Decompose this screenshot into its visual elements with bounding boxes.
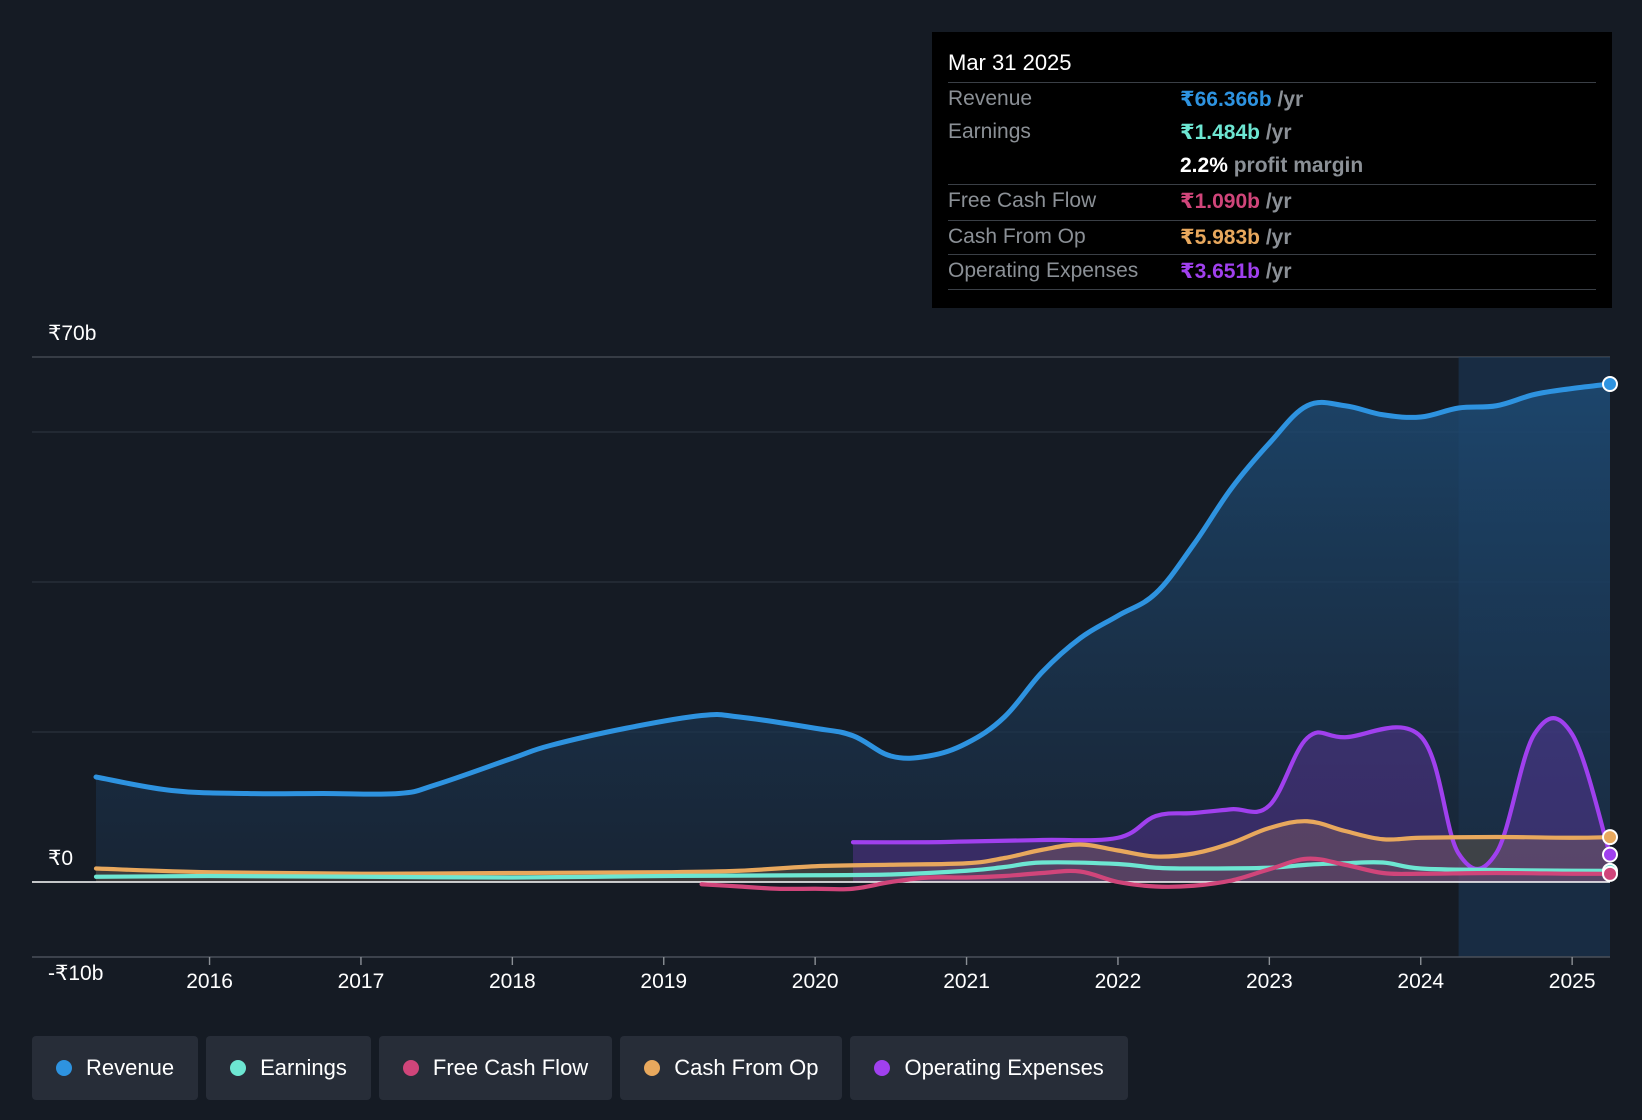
tooltip-panel: Mar 31 2025 Revenue ₹66.366b /yr Earning… <box>932 32 1612 308</box>
legend-label: Earnings <box>260 1055 347 1080</box>
legend-label: Free Cash Flow <box>432 1055 589 1080</box>
y-label-top: ₹70b <box>48 322 97 345</box>
cash-from-op-line <box>93 819 1613 876</box>
revenue-line <box>93 381 1613 797</box>
legend-item-operating-expenses[interactable]: Operating Expenses <box>850 1036 1128 1100</box>
x-tick-marks <box>208 957 1573 965</box>
legend-label: Operating Expenses <box>904 1055 1104 1080</box>
endpoint-markers <box>1602 376 1618 882</box>
legend-item-cash-from-op[interactable]: Cash From Op <box>620 1036 843 1100</box>
x-tick-label: 2016 <box>186 970 233 993</box>
tooltip-value: ₹3.651b /yr <box>1180 260 1292 283</box>
y-label-zero: ₹0 <box>48 847 74 870</box>
x-tick-label: 2023 <box>1245 970 1293 993</box>
operating-expenses-line <box>850 716 1613 872</box>
revenue-area <box>96 384 1610 882</box>
tooltip-row-revenue: Revenue ₹66.366b /yr <box>948 82 1596 117</box>
x-tick-label: 2017 <box>337 970 385 993</box>
tooltip-value: ₹5.983b /yr <box>1180 226 1292 249</box>
series-lines <box>93 381 1613 892</box>
tooltip-label: Free Cash Flow <box>948 189 1097 212</box>
operating-expenses-end-marker[interactable] <box>1602 846 1618 863</box>
legend-item-free-cash-flow[interactable]: Free Cash Flow <box>378 1036 613 1100</box>
free-cash-flow-dot-icon <box>402 1060 419 1076</box>
tooltip-label: Revenue <box>948 87 1033 110</box>
tooltip-label: Operating Expenses <box>948 259 1139 282</box>
legend-label: Revenue <box>86 1055 175 1080</box>
x-tick-label: 2021 <box>943 970 990 993</box>
tooltip-date: Mar 31 2025 <box>948 50 1072 75</box>
x-tick-label: 2025 <box>1548 970 1596 993</box>
legend: Revenue Earnings Free Cash Flow Cash Fro… <box>32 1036 1128 1100</box>
x-tick-label: 2020 <box>791 970 839 993</box>
x-tick-label: 2019 <box>640 970 688 993</box>
free-cash-flow-line <box>699 856 1613 892</box>
tooltip-row-cfo: Cash From Op ₹5.983b /yr <box>948 220 1596 255</box>
tooltip-row-earnings: Earnings ₹1.484b /yr <box>948 116 1596 150</box>
x-tick-label: 2022 <box>1094 970 1142 993</box>
earnings-dot-icon <box>230 1060 247 1076</box>
x-tick-label: 2024 <box>1397 970 1445 993</box>
legend-item-earnings[interactable]: Earnings <box>206 1036 371 1100</box>
profit-margin: 2.2% profit margin <box>1180 154 1364 177</box>
y-label-bottom: -₹10b <box>48 962 104 985</box>
tooltip-label: Cash From Op <box>948 225 1086 248</box>
cash-from-op-end-marker[interactable] <box>1602 829 1618 846</box>
x-tick-label: 2018 <box>488 970 536 993</box>
earnings-line <box>93 860 1613 880</box>
tooltip-row-margin: 2.2% profit margin <box>948 150 1596 184</box>
series-areas <box>96 384 1610 882</box>
tooltip-value: ₹1.484b /yr <box>1180 121 1292 144</box>
cash-from-op-dot-icon <box>644 1060 661 1076</box>
tooltip-label: Earnings <box>948 120 1031 143</box>
tooltip-row-fcf: Free Cash Flow ₹1.090b /yr <box>948 184 1596 219</box>
tooltip-row-opex: Operating Expenses ₹3.651b /yr <box>948 254 1596 290</box>
revenue-dot-icon <box>56 1060 72 1076</box>
revenue-end-marker[interactable] <box>1602 376 1618 392</box>
tooltip-value: ₹1.090b /yr <box>1180 190 1292 213</box>
tooltip-value: ₹66.366b /yr <box>1180 88 1304 111</box>
legend-item-revenue[interactable]: Revenue <box>32 1036 199 1100</box>
free-cash-flow-end-marker[interactable] <box>1602 865 1618 882</box>
legend-label: Cash From Op <box>674 1055 819 1080</box>
operating-expenses-dot-icon <box>874 1060 891 1076</box>
